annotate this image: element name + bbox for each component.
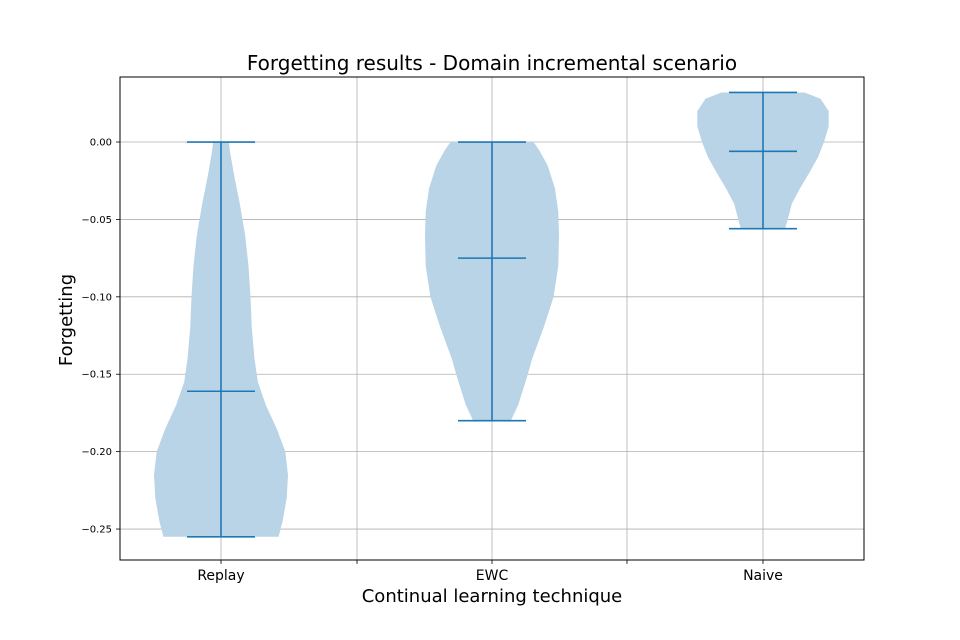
violin-layer: [154, 91, 829, 538]
y-tick-label: 0.00: [90, 138, 112, 149]
x-axis-label: Continual learning technique: [362, 586, 623, 607]
x-tick-label: Naive: [743, 568, 783, 584]
x-tick-label: EWC: [476, 568, 509, 584]
chart-title: Forgetting results - Domain incremental …: [247, 51, 737, 75]
y-tick-label: −0.05: [81, 215, 112, 226]
y-tick-label: −0.15: [81, 370, 112, 381]
y-axis-label: Forgetting: [56, 274, 77, 366]
y-tick-label: −0.10: [81, 292, 112, 303]
tick-layer: 0.00 −0.05 −0.10 −0.15 −0.20 −0.25 Replay EWC Na…: [81, 138, 783, 584]
x-tick-label: Replay: [197, 568, 244, 584]
y-tick-label: −0.20: [81, 447, 112, 458]
y-tick-label: −0.25: [81, 525, 112, 536]
